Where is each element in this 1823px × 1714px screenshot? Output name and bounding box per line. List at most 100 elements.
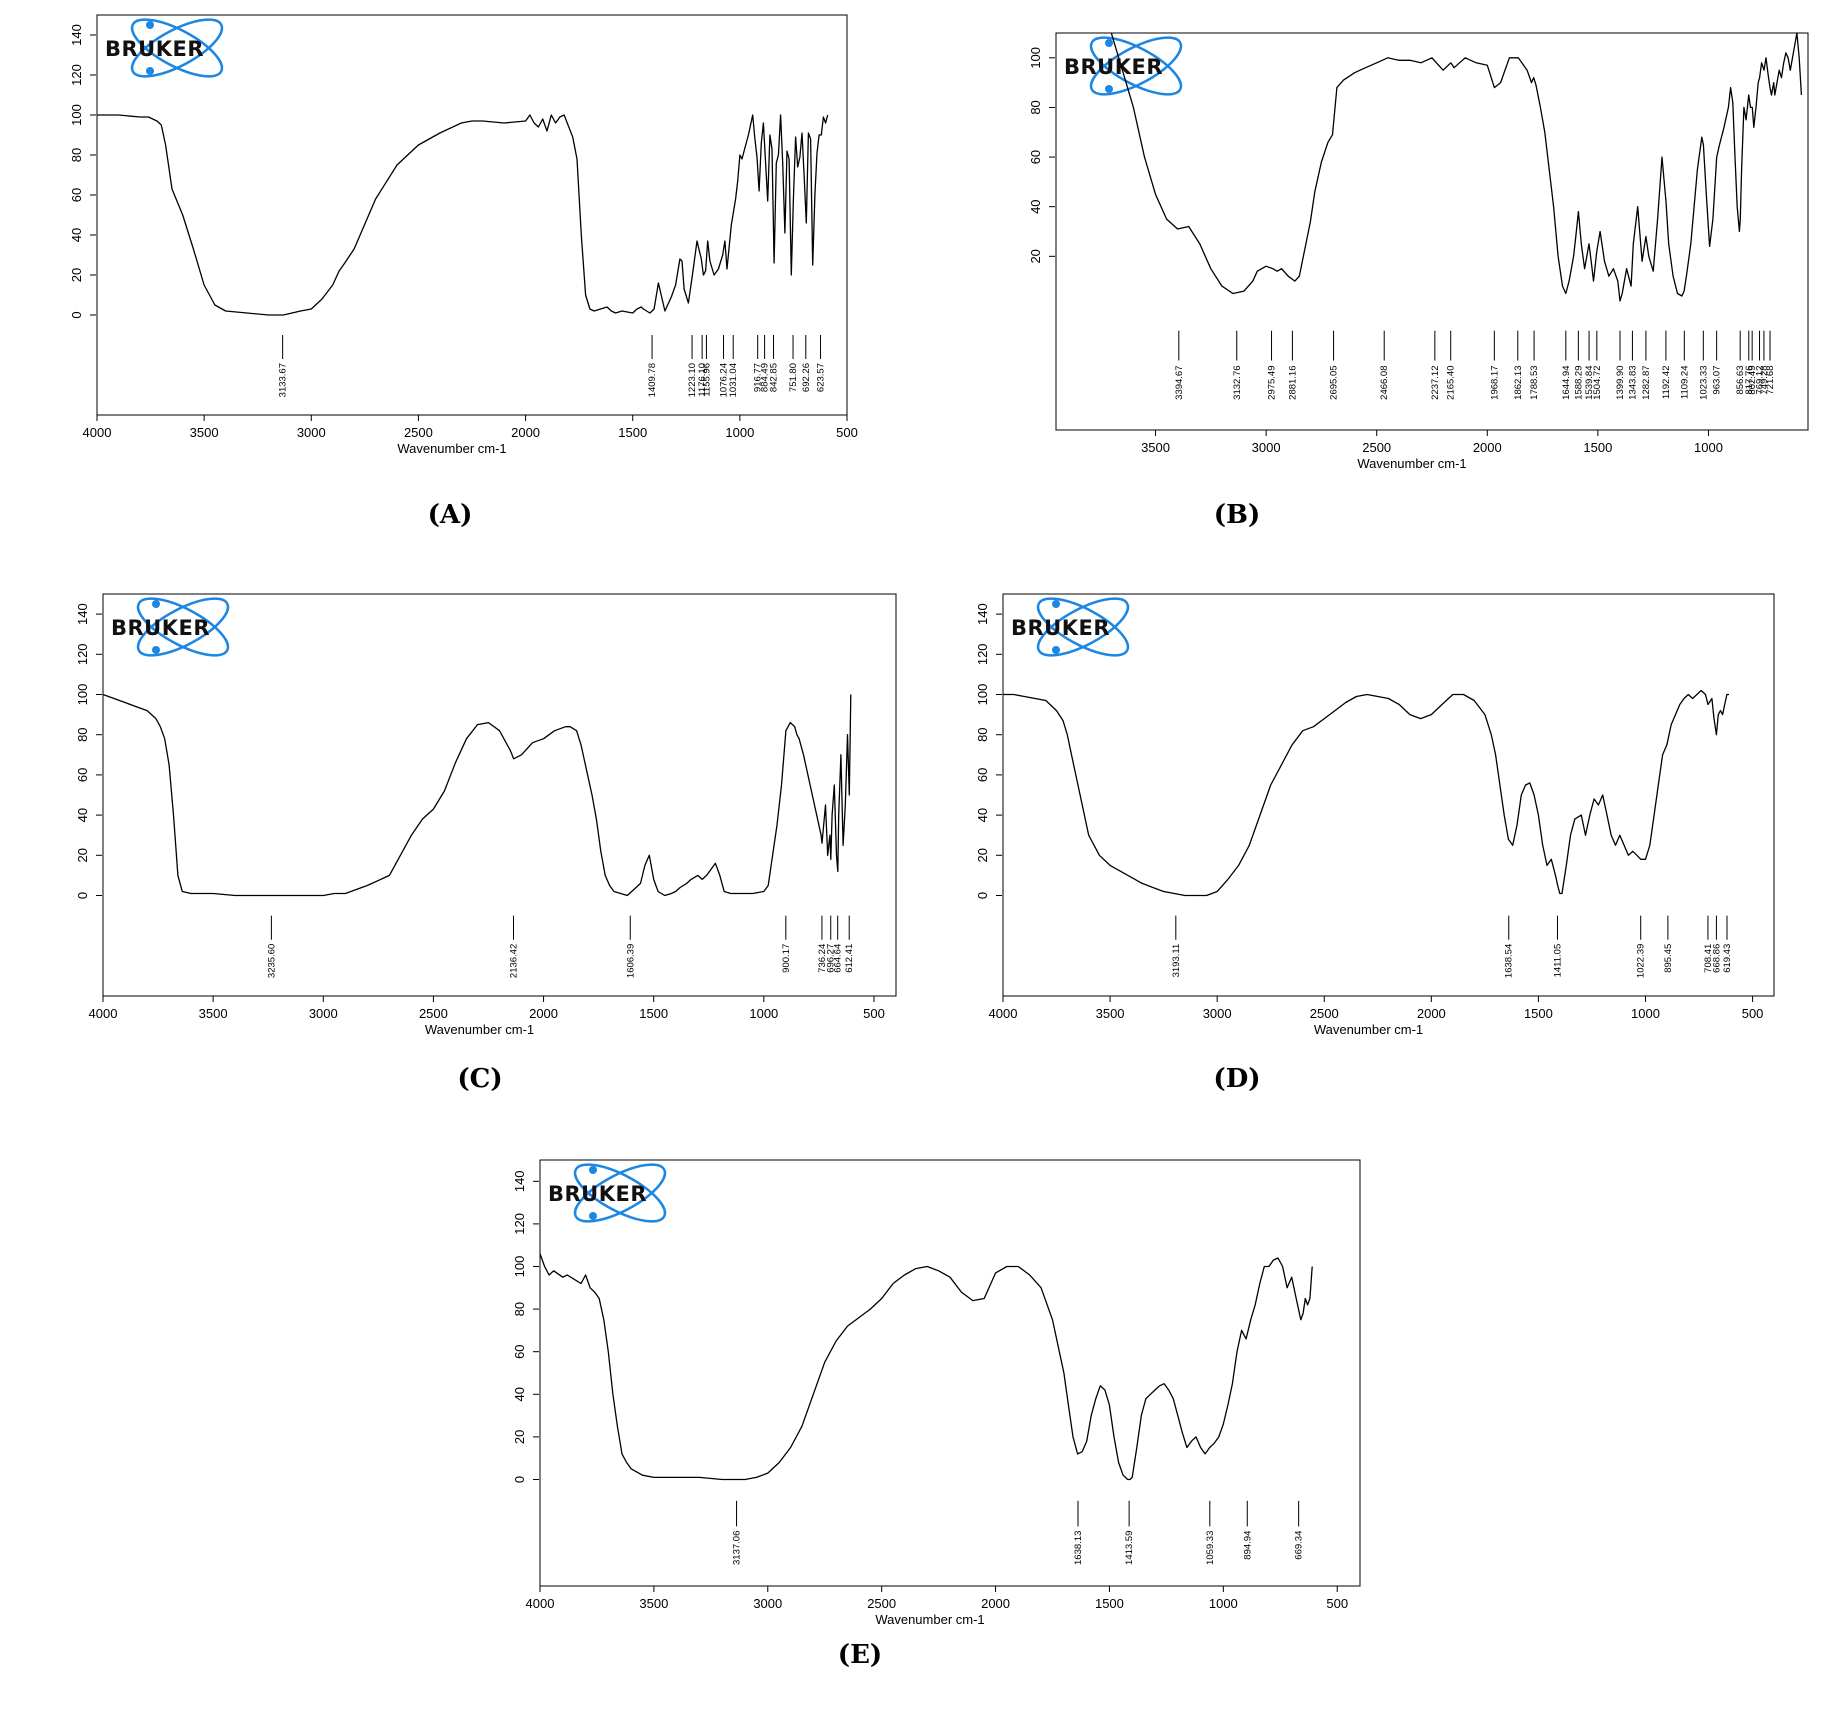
- peak-label: 3133.67: [278, 363, 289, 397]
- peak-label: 612.41: [844, 944, 855, 973]
- bruker-logo: BRUKER: [548, 1163, 667, 1223]
- x-tick-label: 1500: [1583, 440, 1612, 455]
- x-tick-label: 1000: [725, 425, 754, 440]
- x-tick-label: 1500: [618, 425, 647, 440]
- peak-label: 736.24: [817, 944, 828, 973]
- x-tick-label: 1500: [1095, 1596, 1124, 1611]
- peak-label: 692.26: [801, 363, 812, 392]
- peak-label: 1788.53: [1529, 365, 1540, 399]
- atom-logo-icon: [136, 597, 230, 657]
- x-tick-label: 3000: [309, 1006, 338, 1021]
- x-tick-label: 2500: [419, 1006, 448, 1021]
- logo-text: BRUKER: [105, 37, 204, 61]
- panel-label: (A): [427, 500, 473, 530]
- plot-frame: [1002, 593, 1775, 997]
- y-tick-label: 20: [975, 848, 990, 862]
- x-tick-label: 3000: [297, 425, 326, 440]
- y-tick-label: 40: [512, 1387, 527, 1401]
- peak-label: 623.57: [816, 363, 827, 392]
- peak-label: 1606.39: [625, 944, 636, 978]
- x-tick-label: 2000: [1417, 1006, 1446, 1021]
- peak-label: 1638.54: [1504, 944, 1515, 978]
- peak-label: 1076.24: [719, 363, 730, 397]
- y-tick-label: 100: [1028, 47, 1043, 69]
- x-tick-label: 1500: [639, 1006, 668, 1021]
- peak-label: 2237.12: [1430, 365, 1441, 399]
- x-tick-label: 3500: [639, 1596, 668, 1611]
- panel-label: (E): [837, 1640, 883, 1670]
- peak-label: 1155.96: [701, 363, 712, 397]
- peak-label: 3394.67: [1174, 365, 1185, 399]
- y-tick-label: 140: [69, 24, 84, 46]
- y-tick-label: 40: [75, 808, 90, 822]
- x-tick-label: 500: [1742, 1006, 1764, 1021]
- y-tick-label: 40: [1028, 199, 1043, 213]
- y-tick-label: 20: [75, 848, 90, 862]
- x-tick-label: 2500: [1310, 1006, 1339, 1021]
- x-tick-label: 1000: [1631, 1006, 1660, 1021]
- peak-label: 2165.40: [1446, 365, 1457, 399]
- x-tick-label: 3500: [1141, 440, 1170, 455]
- y-tick-label: 100: [512, 1256, 527, 1278]
- peak-label: 1409.78: [647, 363, 658, 397]
- peak-label: 668.86: [1711, 944, 1722, 973]
- peak-label: 1504.72: [1592, 365, 1603, 399]
- peak-label: 802.49: [1747, 365, 1758, 394]
- y-tick-label: 100: [75, 684, 90, 706]
- bruker-logo: BRUKER: [111, 597, 230, 657]
- x-tick-label: 3500: [1096, 1006, 1125, 1021]
- x-tick-label: 4000: [989, 1006, 1018, 1021]
- atom-logo-icon: [130, 18, 224, 78]
- plot-frame: [1055, 32, 1809, 431]
- peak-label: 1411.05: [1552, 944, 1563, 978]
- x-tick-label: 2000: [981, 1596, 1010, 1611]
- x-tick-label: 500: [863, 1006, 885, 1021]
- x-tick-label: 4000: [526, 1596, 555, 1611]
- x-axis-title: Wavenumber cm-1: [1314, 1022, 1423, 1037]
- y-tick-label: 0: [975, 892, 990, 899]
- atom-logo-icon: [1036, 597, 1130, 657]
- peak-label: 842.85: [769, 363, 780, 392]
- x-tick-label: 2000: [529, 1006, 558, 1021]
- y-tick-label: 140: [975, 603, 990, 625]
- peak-label: 669.34: [1294, 1531, 1305, 1560]
- peak-label: 769.12: [1755, 365, 1766, 394]
- y-tick-label: 40: [69, 228, 84, 242]
- y-tick-label: 80: [512, 1302, 527, 1316]
- logo-text: BRUKER: [1064, 55, 1163, 79]
- peak-label: 895.45: [1663, 944, 1674, 973]
- bruker-logo: BRUKER: [105, 18, 224, 78]
- peak-label: 751.80: [788, 363, 799, 392]
- peak-label: 916.77: [753, 363, 764, 392]
- x-tick-label: 1000: [1694, 440, 1723, 455]
- y-tick-label: 120: [512, 1213, 527, 1235]
- x-axis-title: Wavenumber cm-1: [425, 1022, 534, 1037]
- peak-label: 2136.42: [509, 944, 520, 978]
- x-tick-label: 4000: [89, 1006, 118, 1021]
- spectrum-line: [97, 114, 829, 316]
- y-tick-label: 80: [69, 148, 84, 162]
- peak-label: 3235.60: [266, 944, 277, 978]
- peak-label: 1176.10: [697, 363, 708, 397]
- y-tick-label: 120: [975, 643, 990, 665]
- y-tick-label: 80: [975, 727, 990, 741]
- peak-label: 3193.11: [1171, 944, 1182, 978]
- y-tick-label: 60: [69, 188, 84, 202]
- peak-label: 1399.90: [1615, 365, 1626, 399]
- x-axis-title: Wavenumber cm-1: [1357, 456, 1466, 471]
- x-tick-label: 1000: [1209, 1596, 1238, 1611]
- y-tick-label: 0: [75, 892, 90, 899]
- bruker-logo: BRUKER: [1064, 36, 1183, 96]
- peak-label: 721.68: [1765, 365, 1776, 394]
- bruker-logo: BRUKER: [1011, 597, 1130, 657]
- x-tick-label: 3000: [753, 1596, 782, 1611]
- peak-label: 3137.06: [732, 1531, 743, 1565]
- x-tick-label: 3500: [190, 425, 219, 440]
- peak-label: 1644.94: [1561, 365, 1572, 399]
- peak-label: 884.49: [760, 363, 771, 392]
- peak-label: 3132.76: [1232, 365, 1243, 399]
